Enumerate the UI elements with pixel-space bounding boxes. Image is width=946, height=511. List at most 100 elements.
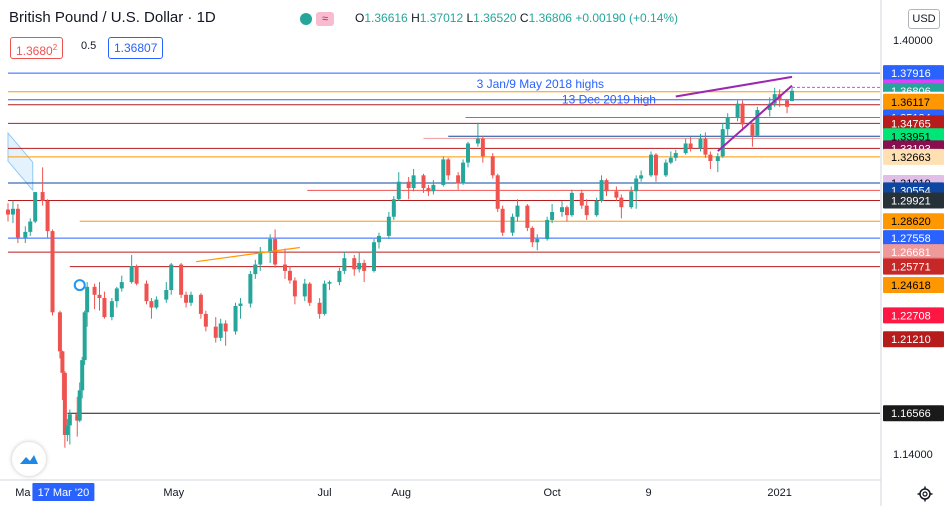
close-value: 1.36806: [528, 11, 572, 25]
candle-body: [154, 299, 159, 308]
candle-body: [604, 180, 609, 192]
candle-body: [564, 207, 569, 216]
candle-body: [45, 200, 50, 232]
candle-body: [253, 264, 258, 275]
price-tag: [883, 65, 944, 82]
candle-body: [579, 192, 584, 206]
chart-annotation: 3 Jan/9 May 2018 highs: [477, 77, 604, 91]
candle-body: [342, 258, 347, 271]
price-tag-label: 1.32663: [891, 152, 931, 164]
high-label: H: [411, 11, 420, 25]
candle-body: [673, 153, 678, 158]
circle-marker-icon: [73, 279, 86, 292]
candle-body: [362, 262, 367, 271]
candle-body: [767, 103, 772, 111]
candle-body: [337, 270, 342, 283]
candle-body: [238, 303, 243, 306]
candle-body: [550, 211, 555, 220]
candle-body: [65, 425, 70, 435]
candle-body: [708, 154, 713, 162]
candle-body: [352, 258, 357, 270]
price-tag: [883, 230, 944, 247]
candle-body: [82, 312, 87, 361]
candle-body: [92, 286, 97, 295]
currency-button[interactable]: USD: [908, 9, 940, 29]
low-value: 1.36520: [473, 11, 517, 25]
x-tick-label: Oct: [544, 487, 561, 499]
x-tick-label: Ma: [15, 487, 31, 499]
y-tick-label: 1.14000: [893, 449, 933, 461]
candle-body: [327, 282, 332, 284]
candle-body: [490, 156, 495, 176]
candle-body: [545, 219, 550, 240]
price-tag-label: 1.26681: [891, 247, 931, 259]
candle-body: [785, 100, 790, 107]
wave-icon[interactable]: ≈: [316, 12, 334, 26]
candle-body: [683, 143, 688, 154]
candle-body: [525, 205, 530, 228]
header-toggles[interactable]: ≈: [298, 10, 336, 28]
candle-body: [102, 297, 107, 318]
candle-body: [629, 191, 634, 208]
price-tag-label: 1.29921: [891, 195, 931, 207]
candle-body: [218, 323, 223, 338]
candle-body: [40, 192, 45, 201]
candle-body: [725, 118, 730, 130]
candle-body: [461, 162, 466, 184]
symbol-title-text: British Pound / U.S. Dollar · 1D: [9, 9, 216, 26]
x-tick-label-highlight: 17 Mar '20: [38, 487, 90, 499]
wedge-lower-line: [717, 84, 793, 152]
candle-body: [698, 138, 703, 149]
candle-body: [307, 283, 312, 303]
buy-price: 1.36807: [114, 41, 158, 55]
candle-body: [740, 103, 745, 125]
candle-body: [28, 221, 33, 232]
price-tag: [883, 307, 944, 324]
candle-body: [179, 264, 184, 295]
candle-body: [62, 372, 67, 435]
candle-body: [75, 414, 80, 421]
candle-body: [396, 181, 401, 200]
gear-icon[interactable]: [914, 484, 936, 504]
candle-body: [119, 282, 124, 289]
candle-body: [23, 231, 28, 238]
candle-body: [411, 175, 416, 189]
price-tag-label: 1.24618: [891, 280, 931, 292]
low-label: L: [466, 11, 474, 25]
candle-body: [268, 239, 273, 252]
eye-icon[interactable]: [300, 13, 312, 25]
candle-body: [649, 154, 654, 176]
sell-button[interactable]: 1.36802: [10, 37, 64, 59]
price-tag-label: 1.22708: [891, 310, 931, 322]
candle-body: [755, 110, 760, 136]
candle-body: [475, 138, 480, 144]
candle-body: [144, 283, 149, 302]
change-value: +0.00190 (+0.14%): [575, 11, 679, 25]
buy-button[interactable]: 1.36807: [108, 37, 164, 59]
spread-value: 0.5: [81, 40, 97, 52]
price-tag: [883, 192, 944, 209]
high-value: 1.37012: [419, 11, 464, 25]
price-tag: [883, 258, 944, 275]
candle-body: [376, 235, 381, 243]
candle-body: [446, 159, 451, 176]
candle-body: [292, 280, 297, 297]
candle-body: [134, 266, 139, 284]
descending-channel: [7, 131, 34, 192]
candle-body: [129, 266, 134, 283]
candle-body: [653, 154, 658, 176]
candle-body: [619, 197, 624, 208]
symbol-title[interactable]: British Pound / U.S. Dollar · 1D: [9, 9, 216, 26]
tradingview-cloud-icon[interactable]: [12, 442, 46, 476]
candle-body: [80, 360, 85, 391]
price-tag: [883, 405, 944, 422]
chart-annotation: 13 Dec 2019 high: [562, 93, 656, 107]
candle-body: [431, 184, 436, 192]
candle-body: [203, 313, 208, 327]
x-tick-label: Aug: [391, 487, 411, 499]
price-tag: [883, 148, 944, 165]
candle-body: [500, 208, 505, 233]
x-tick-label: 9: [645, 487, 651, 499]
